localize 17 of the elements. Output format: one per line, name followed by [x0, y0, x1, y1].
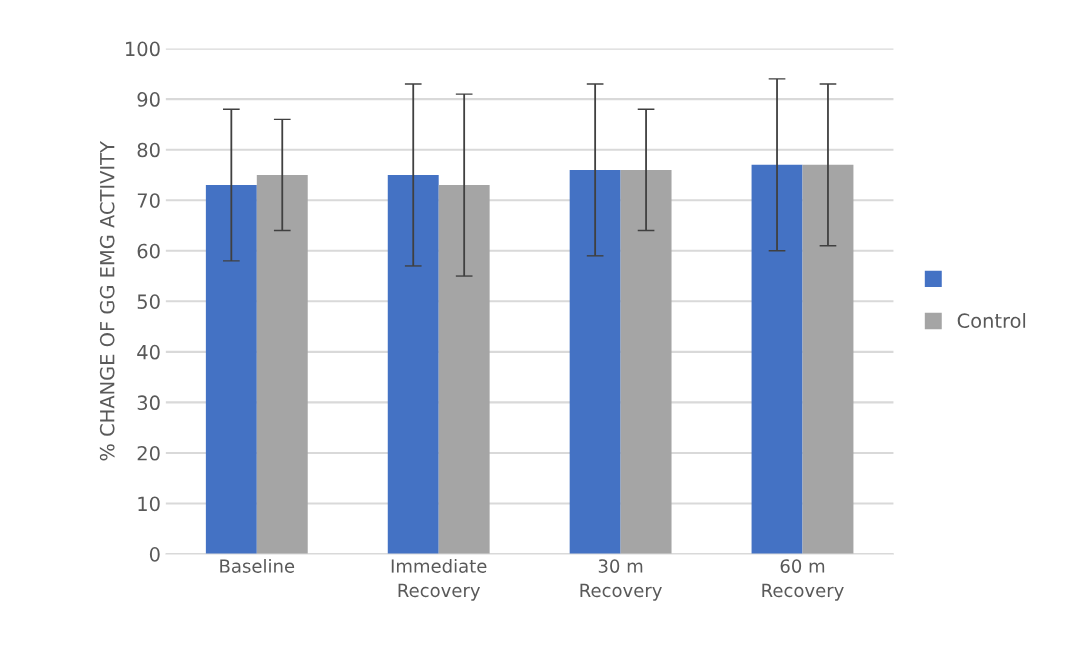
legend-label: Control: [957, 312, 1026, 329]
y-tick-label: 90: [137, 92, 160, 107]
y-tick-label: 30: [137, 395, 160, 411]
y-tick-label: 80: [137, 142, 160, 158]
y-axis-title: % CHANGE OF GG EMG ACTIVITY: [99, 141, 115, 461]
y-tick-label: 50: [137, 294, 160, 309]
x-tick-label: 60 m Recovery: [762, 559, 844, 601]
y-tick-label: 10: [138, 496, 160, 512]
x-tick-label: 30 m Recovery: [580, 559, 662, 601]
x-tick-label: Immediate Recovery: [391, 558, 487, 601]
y-tick-label: 40: [137, 344, 160, 360]
y-tick-label: 0: [149, 547, 160, 562]
y-tick-label: 70: [137, 193, 160, 208]
y-tick-label: 60: [137, 243, 160, 259]
y-tick-label: 20: [137, 445, 160, 461]
x-tick-label: Baseline: [220, 558, 295, 573]
y-tick-label: 100: [126, 41, 160, 57]
